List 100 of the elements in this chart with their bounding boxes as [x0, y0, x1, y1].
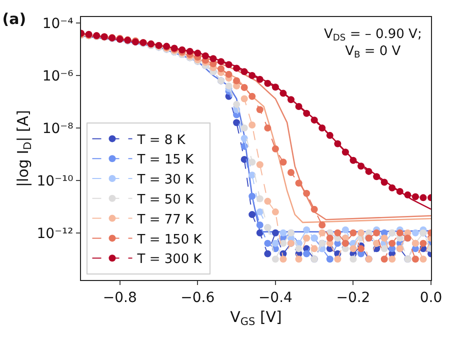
point	[380, 234, 388, 242]
legend-label: T = 30 K	[136, 172, 194, 188]
y-tick-label: 10⁻⁶	[42, 68, 74, 84]
point	[240, 124, 248, 132]
point	[310, 245, 318, 252]
point	[240, 134, 248, 142]
point	[233, 64, 240, 72]
point	[256, 222, 264, 228]
point	[248, 158, 256, 166]
point	[318, 222, 326, 228]
point	[186, 48, 194, 55]
point	[295, 245, 302, 252]
point	[380, 256, 388, 263]
point	[334, 256, 342, 263]
point	[240, 68, 248, 76]
point	[272, 84, 279, 91]
point	[264, 250, 272, 258]
point	[295, 102, 302, 110]
point	[334, 229, 342, 236]
y-tick-label: 10⁻¹²	[36, 226, 74, 242]
point	[280, 158, 287, 166]
point	[373, 173, 380, 180]
point	[240, 95, 248, 102]
y-tick-label: 10⁻⁴	[42, 16, 74, 32]
point	[218, 65, 224, 72]
point	[350, 229, 357, 236]
point	[248, 211, 256, 218]
point	[248, 172, 256, 179]
point	[248, 72, 256, 80]
point	[210, 55, 217, 62]
point	[412, 193, 419, 200]
y-tick-label: 10⁻⁸	[42, 120, 74, 137]
chart-title: (a)	[2, 10, 26, 28]
point	[233, 77, 240, 84]
point	[326, 132, 334, 139]
point	[380, 245, 388, 252]
point	[396, 229, 404, 236]
legend-label: T = 300 K	[136, 252, 202, 268]
legend-label: T = 15 K	[136, 152, 194, 168]
x-tick-label: −0.8	[102, 290, 137, 306]
point	[310, 116, 318, 124]
point	[280, 229, 287, 236]
point	[420, 256, 427, 263]
point	[248, 92, 256, 100]
point	[280, 256, 287, 263]
point	[272, 256, 279, 263]
point	[388, 184, 396, 192]
point	[350, 256, 357, 263]
point	[256, 161, 264, 168]
point	[233, 119, 240, 126]
x-tick-label: −0.6	[180, 290, 215, 306]
legend-label: T = 150 K	[136, 232, 202, 248]
point	[420, 240, 427, 247]
point	[194, 50, 202, 57]
point	[264, 240, 272, 247]
point	[256, 229, 264, 236]
point	[420, 194, 427, 202]
point	[303, 110, 310, 117]
point	[318, 124, 326, 132]
point	[388, 256, 396, 263]
point	[326, 256, 334, 263]
point	[303, 226, 310, 234]
point	[334, 140, 342, 148]
point	[272, 240, 279, 247]
point	[295, 256, 302, 263]
point	[288, 169, 294, 176]
point	[233, 100, 240, 108]
point	[248, 121, 256, 128]
point	[272, 229, 279, 236]
point	[225, 82, 232, 90]
point	[248, 192, 256, 200]
point	[240, 156, 248, 163]
point	[272, 145, 279, 152]
point	[280, 240, 287, 247]
point	[256, 106, 264, 114]
point	[218, 58, 224, 66]
point	[310, 206, 318, 213]
point	[358, 162, 364, 170]
point	[264, 198, 272, 205]
x-axis-title: V$_{GS}$ [V]	[230, 308, 282, 328]
point	[373, 229, 380, 236]
point	[264, 124, 272, 132]
point	[202, 52, 209, 60]
point	[256, 76, 264, 83]
point	[295, 180, 302, 187]
point	[342, 226, 349, 234]
point	[412, 229, 419, 236]
x-tick-label: 0.0	[420, 290, 442, 306]
point	[272, 208, 279, 216]
legend-label: T = 77 K	[136, 212, 194, 228]
point	[318, 229, 326, 236]
legend-label: T = 8 K	[136, 132, 186, 148]
point	[404, 191, 412, 198]
point	[264, 80, 272, 87]
x-tick-label: −0.4	[258, 290, 293, 306]
point	[350, 156, 357, 164]
point	[303, 250, 310, 258]
point	[388, 240, 396, 247]
point	[280, 90, 287, 97]
point	[396, 188, 404, 195]
